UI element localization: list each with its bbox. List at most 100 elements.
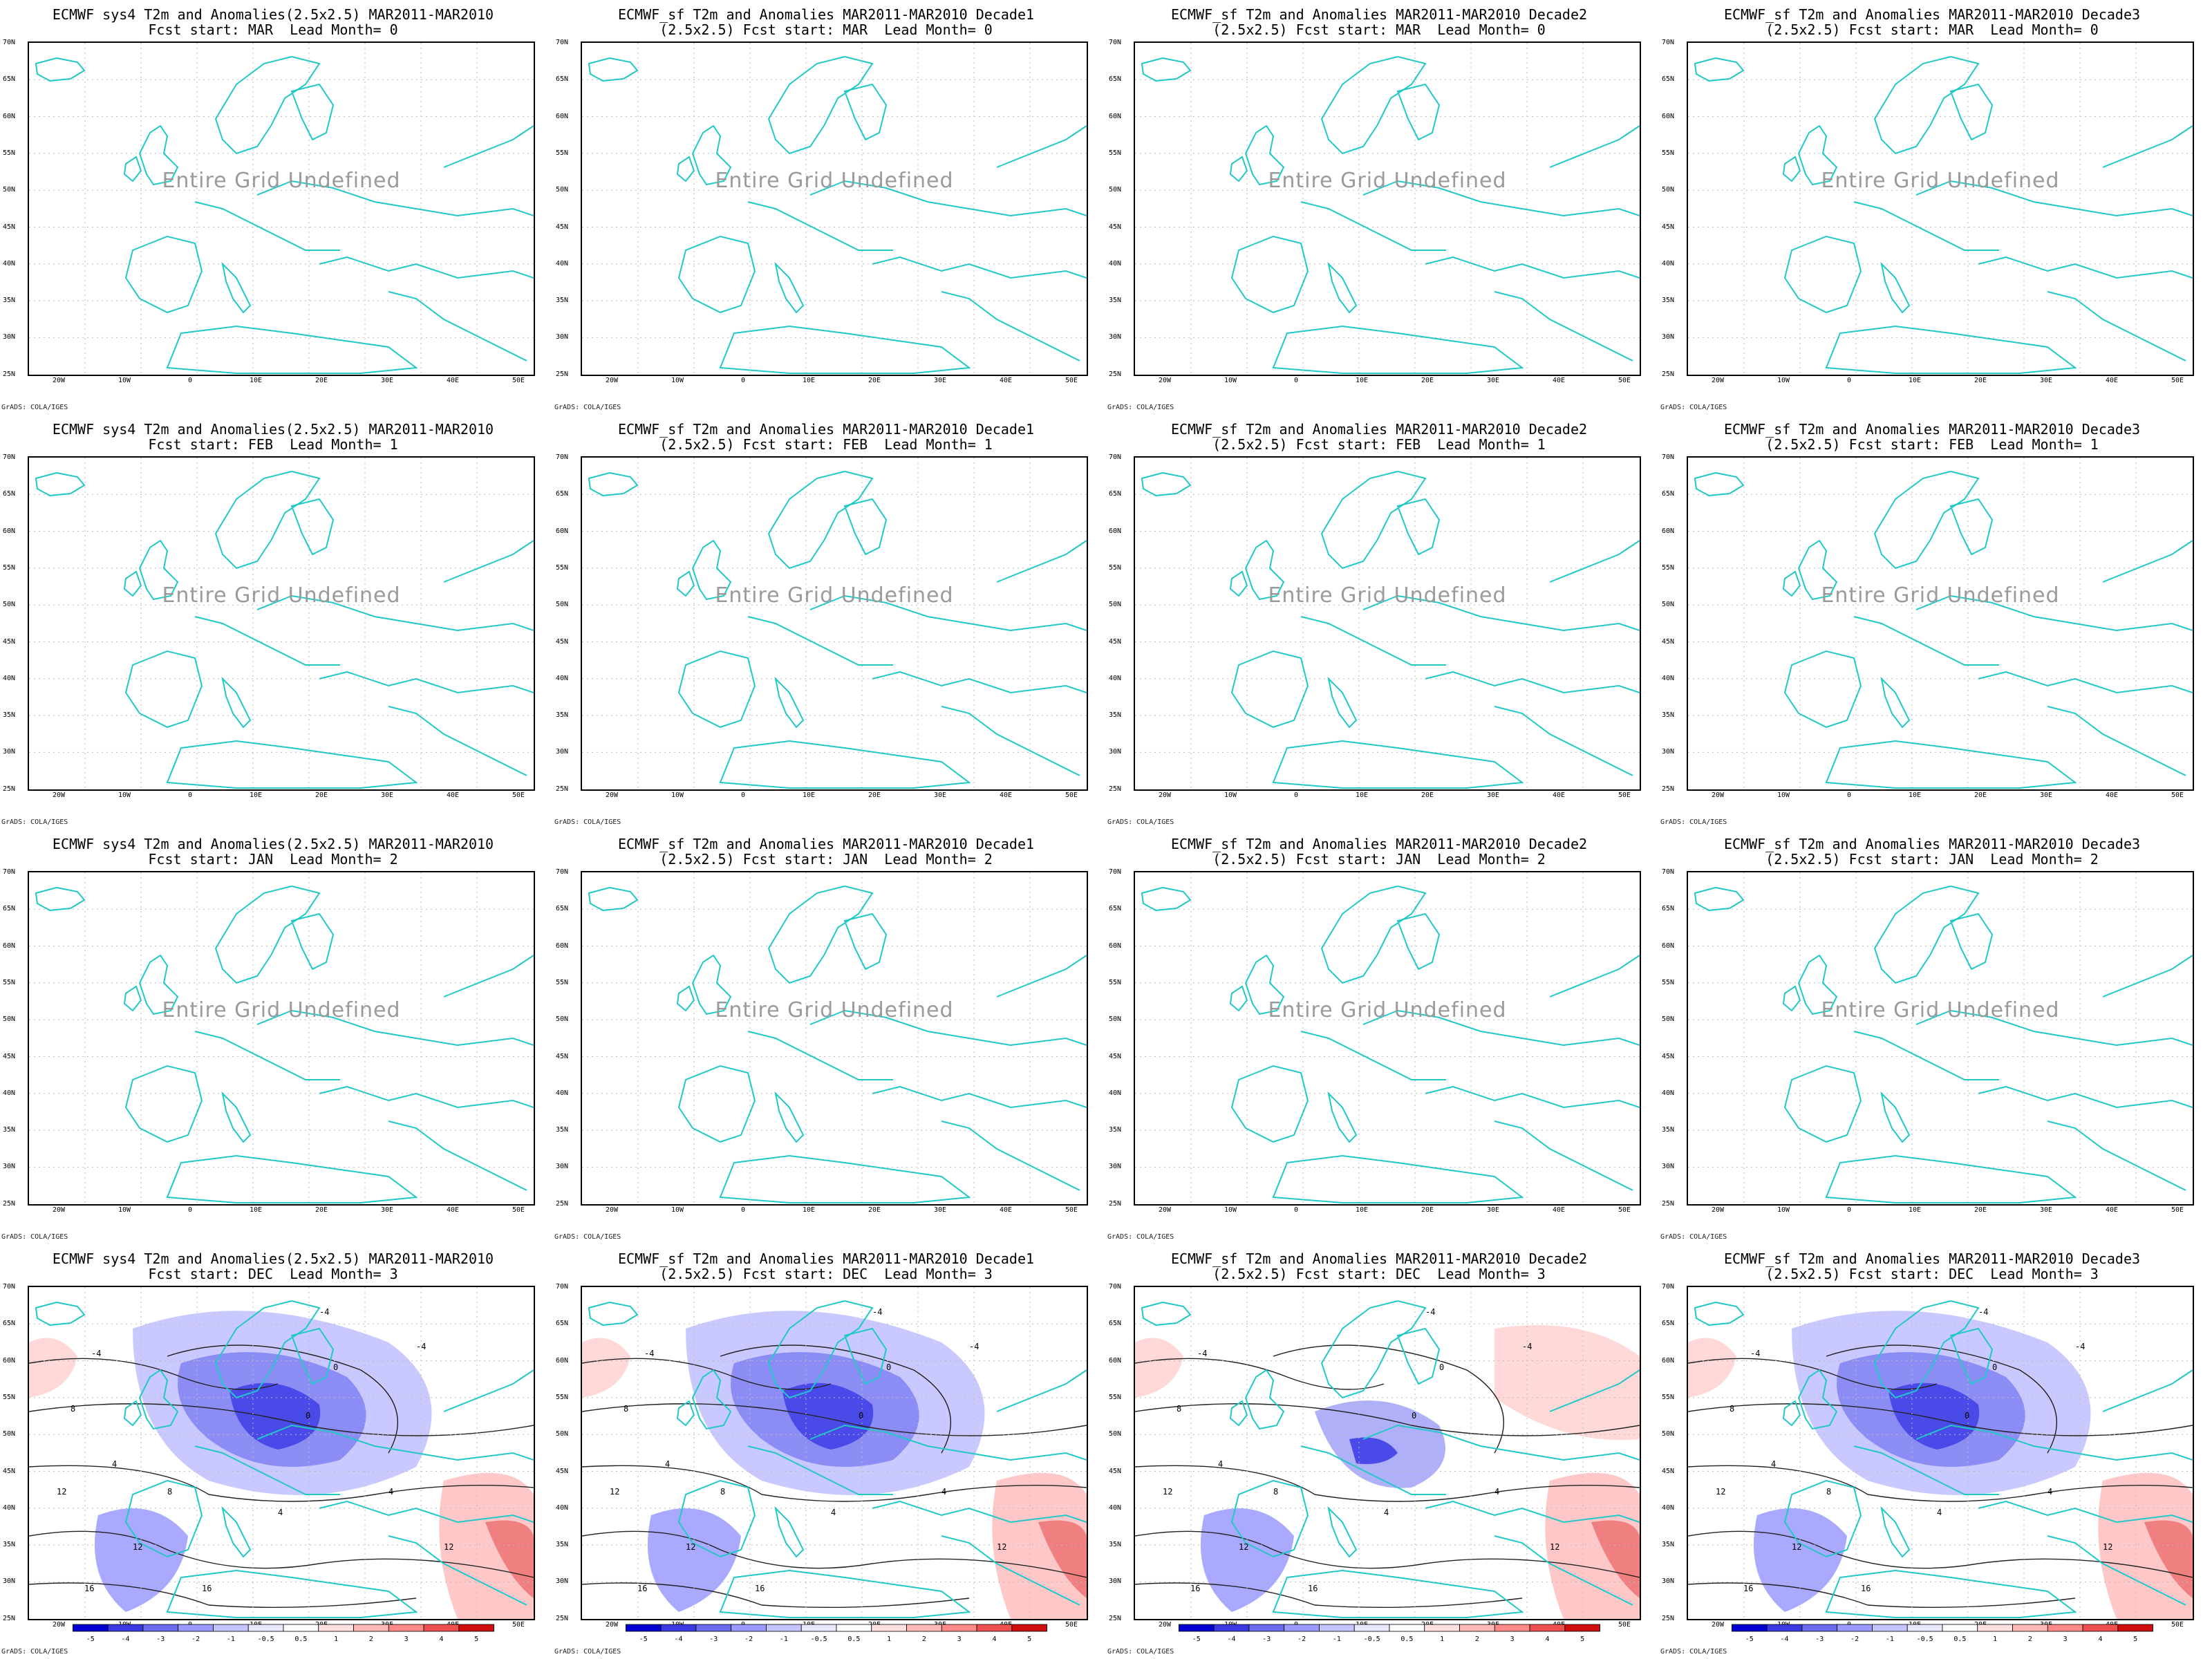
latitude-label: 50N	[1109, 186, 1122, 194]
colorbar-label: 0.5	[1953, 1635, 1966, 1643]
colorbar-segment	[247, 1624, 284, 1632]
coastline	[843, 1327, 888, 1385]
coastline	[1362, 1009, 1640, 1047]
latitude-label: 25N	[3, 1614, 16, 1622]
panel-title-line1: ECMWF sys4 T2m and Anomalies(2.5x2.5) MA…	[52, 6, 494, 23]
latitude-label: 40N	[1662, 1503, 1675, 1512]
latitude-label: 50N	[1109, 1015, 1122, 1024]
colorbar-label: -0.5	[258, 1635, 274, 1643]
longitude-label: 30E	[1486, 1206, 1500, 1214]
latitude-label: 40N	[1662, 1089, 1675, 1097]
colorbar-segment	[625, 1624, 662, 1632]
latitude-label: 30N	[1109, 748, 1122, 756]
latitude-label: 50N	[3, 186, 16, 194]
latitude-label: 45N	[556, 1467, 569, 1475]
latitude-label: 25N	[1662, 1199, 1675, 1208]
coastline	[1694, 886, 1745, 912]
colorbar-segment	[1248, 1624, 1285, 1632]
coastline	[1362, 594, 1640, 632]
map-panel: ECMWF_sf T2m and Anomalies MAR2011-MAR20…	[1659, 415, 2198, 830]
colorbar-label: 5	[1027, 1635, 1031, 1643]
latitude-label: 30N	[1662, 1163, 1675, 1171]
coastline	[1320, 885, 1427, 984]
colorbar-segment	[1353, 1624, 1390, 1632]
coastline	[941, 291, 1080, 362]
grads-credit: GrADS: COLA/IGES	[554, 1648, 621, 1656]
latitude-label: 35N	[1662, 1541, 1675, 1549]
contour-label: 4	[278, 1508, 283, 1517]
latitude-label: 50N	[3, 1015, 16, 1024]
colorbar-label: -4	[675, 1635, 683, 1643]
map-svg	[29, 458, 534, 789]
latitude-label: 55N	[3, 978, 16, 986]
colorbar-segment	[1977, 1624, 2013, 1632]
coastline	[194, 616, 340, 666]
map-svg: -4 -4 0 4 4 8 8 12 12 16 16 12 4 0 -4	[1135, 1287, 1640, 1619]
latitude-label: 50N	[1662, 1015, 1675, 1024]
contour-line	[720, 1344, 951, 1454]
map-svg	[1688, 458, 2193, 789]
latitude-label: 35N	[556, 1126, 569, 1134]
latitude-label: 45N	[1109, 1467, 1122, 1475]
coastline	[319, 256, 534, 279]
latitude-label: 25N	[1662, 370, 1675, 378]
contour-line	[1688, 1530, 2193, 1578]
coastline	[767, 55, 874, 155]
latitude-label: 45N	[556, 1052, 569, 1060]
colorbar-segment	[72, 1624, 109, 1632]
anomaly-area	[2144, 1520, 2193, 1598]
panel-title-line1: ECMWF sys4 T2m and Anomalies(2.5x2.5) MA…	[52, 836, 494, 852]
longitude-label: 30E	[380, 1206, 394, 1214]
colorbar-label: -5	[1745, 1635, 1754, 1643]
longitude-label: 50E	[512, 1621, 525, 1629]
latitude-label: 25N	[556, 785, 569, 793]
coastline	[35, 1301, 86, 1327]
anomaly-area	[1349, 1437, 1398, 1464]
latitude-label: 35N	[3, 1541, 16, 1549]
map-frame: Entire Grid Undefined	[1134, 41, 1641, 376]
coastline	[691, 124, 732, 186]
contour-label: 0	[859, 1411, 863, 1421]
colorbar-segment	[213, 1624, 249, 1632]
colorbar-segment	[2012, 1624, 2048, 1632]
latitude-label: 65N	[1109, 1320, 1122, 1328]
latitude-label: 25N	[556, 1614, 569, 1622]
latitude-label: 25N	[1109, 370, 1122, 378]
contour-label: 4	[941, 1487, 946, 1497]
coastline	[719, 1154, 971, 1203]
colorbar-segment	[660, 1624, 697, 1632]
longitude-label: 20E	[868, 377, 881, 384]
latitude-label: 45N	[1662, 223, 1675, 231]
contour-line	[1273, 1344, 1504, 1454]
contour-label: -4	[1425, 1307, 1435, 1317]
longitude-label: 30E	[380, 791, 394, 799]
colorbar-label: -3	[709, 1635, 718, 1643]
coastline	[719, 740, 971, 789]
panel-title: ECMWF sys4 T2m and Anomalies(2.5x2.5) MA…	[14, 7, 532, 37]
latitude-label: 30N	[1662, 333, 1675, 341]
coastline	[138, 954, 179, 1015]
latitude-label: 55N	[1109, 1393, 1122, 1401]
colorbar-segment	[1424, 1624, 1460, 1632]
coastline	[221, 676, 252, 729]
grads-credit: GrADS: COLA/IGES	[1107, 1233, 1174, 1241]
latitude-label: 30N	[1109, 1163, 1122, 1171]
contour-label: 12	[1163, 1487, 1172, 1497]
contour-label: 16	[1861, 1584, 1871, 1593]
colorbar-segment	[800, 1624, 837, 1632]
longitude-label: 20W	[1158, 791, 1172, 799]
colorbar-label: -5	[1192, 1635, 1201, 1643]
colorbar-segment	[2047, 1624, 2083, 1632]
latitude-label: 35N	[1109, 1541, 1122, 1549]
coastline	[1549, 540, 1640, 583]
panel-title-line2: (2.5x2.5) Fcst start: JAN Lead Month= 2	[1765, 851, 2099, 868]
coastline	[941, 1121, 1080, 1191]
coastline	[2047, 1121, 2186, 1191]
map-panel: ECMWF_sf T2m and Anomalies MAR2011-MAR20…	[553, 830, 1092, 1244]
latitude-label: 40N	[1109, 259, 1122, 268]
coastline	[588, 1301, 639, 1327]
colorbar-segment	[1766, 1624, 1803, 1632]
coastline	[676, 570, 695, 597]
coastline	[290, 498, 335, 556]
coastline	[1244, 539, 1285, 601]
